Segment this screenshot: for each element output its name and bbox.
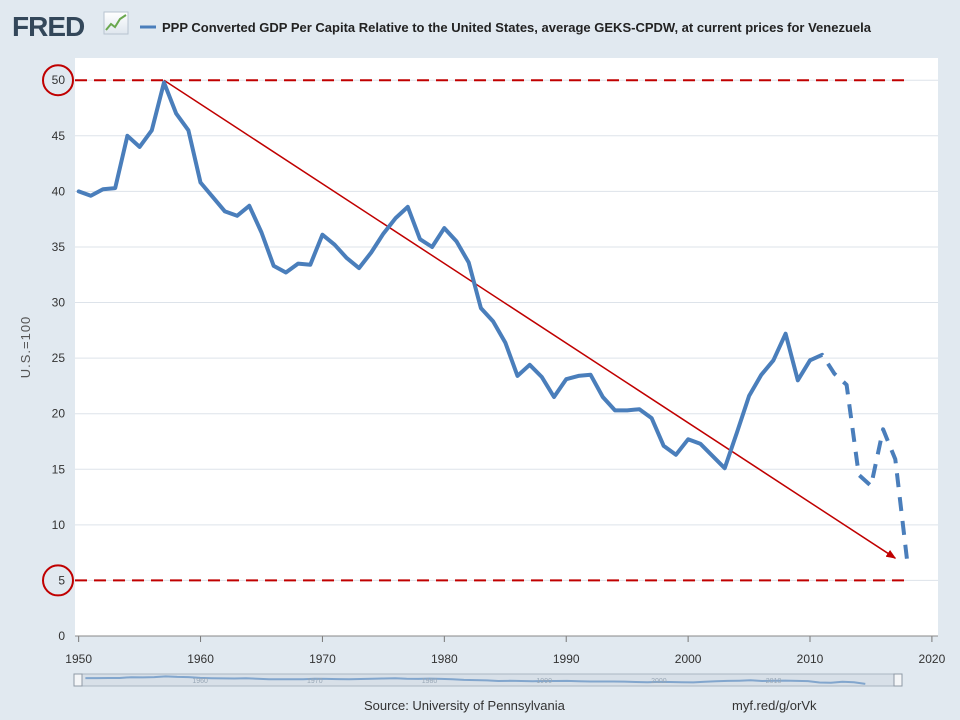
series-lines — [76, 80, 910, 565]
x-axis-ticks: 1950 1960 1970 1980 1990 2000 2010 2020 — [65, 635, 946, 666]
circle-highlight-5 — [42, 564, 74, 597]
short-link[interactable]: myf.red/g/orVk — [732, 698, 817, 713]
y-tick-label: 10 — [52, 518, 66, 532]
x-tick-label: 2010 — [797, 652, 824, 666]
annotations — [42, 64, 905, 597]
y-tick-label: 5 — [58, 573, 65, 587]
x-tick-label: 1960 — [187, 652, 214, 666]
y-tick-label: 50 — [52, 73, 66, 87]
mini-tick-label: 2000 — [651, 678, 667, 685]
y-tick-label: 35 — [52, 240, 66, 254]
x-tick-label: 1970 — [309, 652, 336, 666]
trend-arrow — [163, 79, 897, 559]
gridlines — [75, 79, 938, 637]
series-line-actual — [76, 80, 812, 471]
y-tick-label: 25 — [52, 351, 66, 365]
range-selector-mini-line — [85, 675, 866, 685]
range-selector-mini-ticks: 1960 1970 1980 1990 2000 2010 — [192, 678, 781, 685]
x-tick-label: 1990 — [553, 652, 580, 666]
mini-tick-label: 1970 — [307, 678, 323, 685]
x-tick-label: 1950 — [65, 652, 92, 666]
y-tick-label: 0 — [58, 629, 65, 643]
y-tick-label: 20 — [52, 407, 66, 421]
header: FRED PPP Converted GDP Per Capita Relati… — [12, 11, 872, 42]
mini-tick-label: 1990 — [536, 678, 552, 685]
fred-logo-graph-icon — [103, 11, 129, 35]
range-handle-right[interactable] — [893, 673, 903, 687]
legend-label: PPP Converted GDP Per Capita Relative to… — [162, 20, 872, 35]
mini-tick-label: 1980 — [422, 678, 438, 685]
range-handle-left[interactable] — [73, 673, 83, 687]
mini-tick-label: 2010 — [766, 678, 782, 685]
mini-tick-label: 1960 — [192, 678, 208, 685]
y-tick-label: 15 — [52, 462, 66, 476]
fred-logo[interactable]: FRED — [12, 11, 86, 42]
y-axis-ticks: 0 5 10 15 20 25 30 35 40 45 50 — [52, 73, 66, 643]
y-tick-label: 40 — [52, 184, 66, 198]
x-tick-label: 2000 — [675, 652, 702, 666]
source-text: Source: University of Pennsylvania — [364, 698, 566, 713]
y-tick-label: 45 — [52, 129, 66, 143]
range-selector[interactable]: 1960 1970 1980 1990 2000 2010 — [73, 673, 903, 687]
x-tick-label: 1980 — [431, 652, 458, 666]
y-tick-label: 30 — [52, 296, 66, 310]
circle-highlight-50 — [42, 64, 74, 97]
y-axis-title: U.S.=100 — [18, 316, 33, 379]
x-tick-label: 2020 — [919, 652, 946, 666]
